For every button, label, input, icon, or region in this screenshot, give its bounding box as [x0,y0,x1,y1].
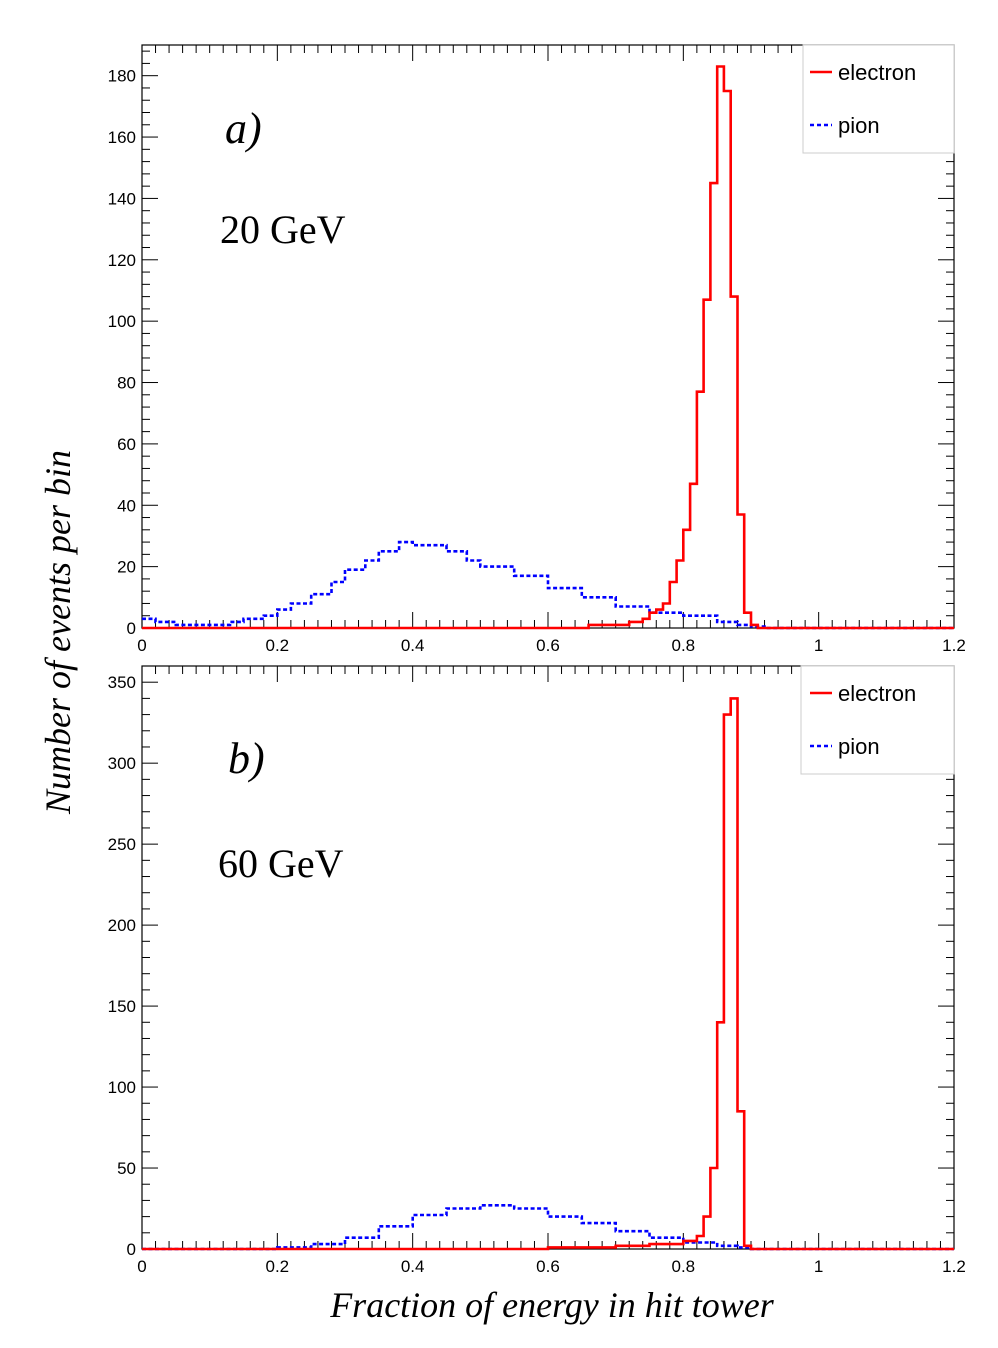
panel-b-legend-electron-label: electron [838,681,916,706]
panel-b-y-tick-label: 200 [108,916,136,935]
panel-b-y-tick-label: 350 [108,673,136,692]
panel-b-x-tick-label: 0.4 [401,1257,425,1276]
panel-b-legend-box [800,665,955,775]
panel-a: 0 20 40 60 80 100 120 140 160 180 0 0.2 0.4 0.6 0.8 1 1.… [108,44,966,655]
panel-a-y-tick-label: 0 [127,619,136,638]
panel-a-x-tick-label: 0.2 [266,636,290,655]
panel-b: 0 50 100 150 200 250 300 350 0 0.2 0.4 0.6 0.8 1 1.2 b… [108,665,966,1276]
panel-b-y-tick-label: 250 [108,835,136,854]
x-axis-title: Fraction of energy in hit tower [329,1285,775,1325]
panel-a-legend: electron pion [802,44,955,154]
panel-b-series [142,697,954,1251]
panel-b-x-tick-label: 0.8 [672,1257,696,1276]
panel-a-legend-box [802,44,955,154]
panel-a-y-tick-label: 160 [108,128,136,147]
panel-a-x-tick-label: 1 [814,636,823,655]
panel-a-y-tick-label: 40 [117,496,136,515]
panel-a-legend-pion-label: pion [838,113,880,138]
panel-b-x-tick-label: 1.2 [942,1257,966,1276]
panel-b-y-tick-label: 0 [127,1240,136,1259]
panel-b-x-tick-label: 0.6 [536,1257,560,1276]
panel-a-y-tick-label: 60 [117,435,136,454]
panel-b-legend: electron pion [800,665,955,775]
panel-b-x-tick-label: 0 [137,1257,146,1276]
panel-b-energy-label: 60 GeV [218,841,344,886]
panel-a-y-tick-label: 20 [117,558,136,577]
y-axis-title: Number of events per bin [38,450,78,815]
panel-b-series-pion [142,1204,954,1251]
panel-a-series-electron [142,65,954,630]
panel-b-y-tick-label: 150 [108,997,136,1016]
panel-b-y-tick-label: 100 [108,1078,136,1097]
panel-b-x-tick-label: 0.2 [266,1257,290,1276]
panel-a-series-pion [142,540,954,630]
panel-b-y-tick-label: 300 [108,754,136,773]
panel-a-y-tick-label: 140 [108,189,136,208]
panel-a-x-tick-label: 0.4 [401,636,425,655]
panel-a-x-tick-label: 0 [137,636,146,655]
panel-b-series-electron [142,697,954,1251]
panel-a-y-tick-label: 80 [117,374,136,393]
panel-a-legend-electron-label: electron [838,60,916,85]
panel-b-x-tick-label: 1 [814,1257,823,1276]
panel-a-energy-label: 20 GeV [220,207,346,252]
panel-b-legend-pion-label: pion [838,734,880,759]
panel-a-y-tick-label: 100 [108,312,136,331]
panel-a-series [142,65,954,630]
panel-a-y-tick-label: 180 [108,67,136,86]
panel-a-x-tick-label: 0.6 [536,636,560,655]
panel-b-letter: b) [228,734,265,783]
panel-b-y-tick-label: 50 [117,1159,136,1178]
panel-a-x-tick-label: 1.2 [942,636,966,655]
panel-a-letter: a) [225,104,262,153]
panel-a-y-tick-label: 120 [108,251,136,270]
panel-a-x-tick-label: 0.8 [672,636,696,655]
